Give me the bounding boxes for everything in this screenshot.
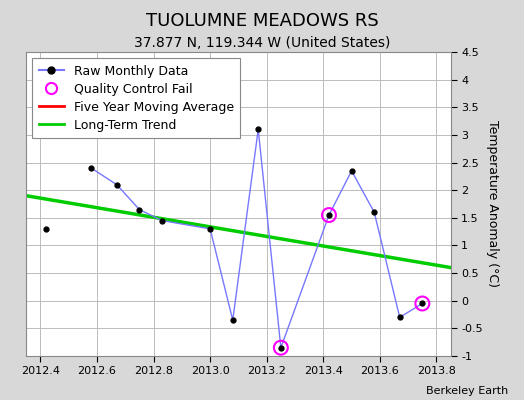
Point <box>325 212 333 218</box>
Text: TUOLUMNE MEADOWS RS: TUOLUMNE MEADOWS RS <box>146 12 378 30</box>
Point <box>277 344 285 351</box>
Legend: Raw Monthly Data, Quality Control Fail, Five Year Moving Average, Long-Term Tren: Raw Monthly Data, Quality Control Fail, … <box>32 58 240 138</box>
Point <box>418 300 427 307</box>
Text: Berkeley Earth: Berkeley Earth <box>426 386 508 396</box>
Y-axis label: Temperature Anomaly (°C): Temperature Anomaly (°C) <box>486 120 499 288</box>
Text: 37.877 N, 119.344 W (United States): 37.877 N, 119.344 W (United States) <box>134 36 390 50</box>
